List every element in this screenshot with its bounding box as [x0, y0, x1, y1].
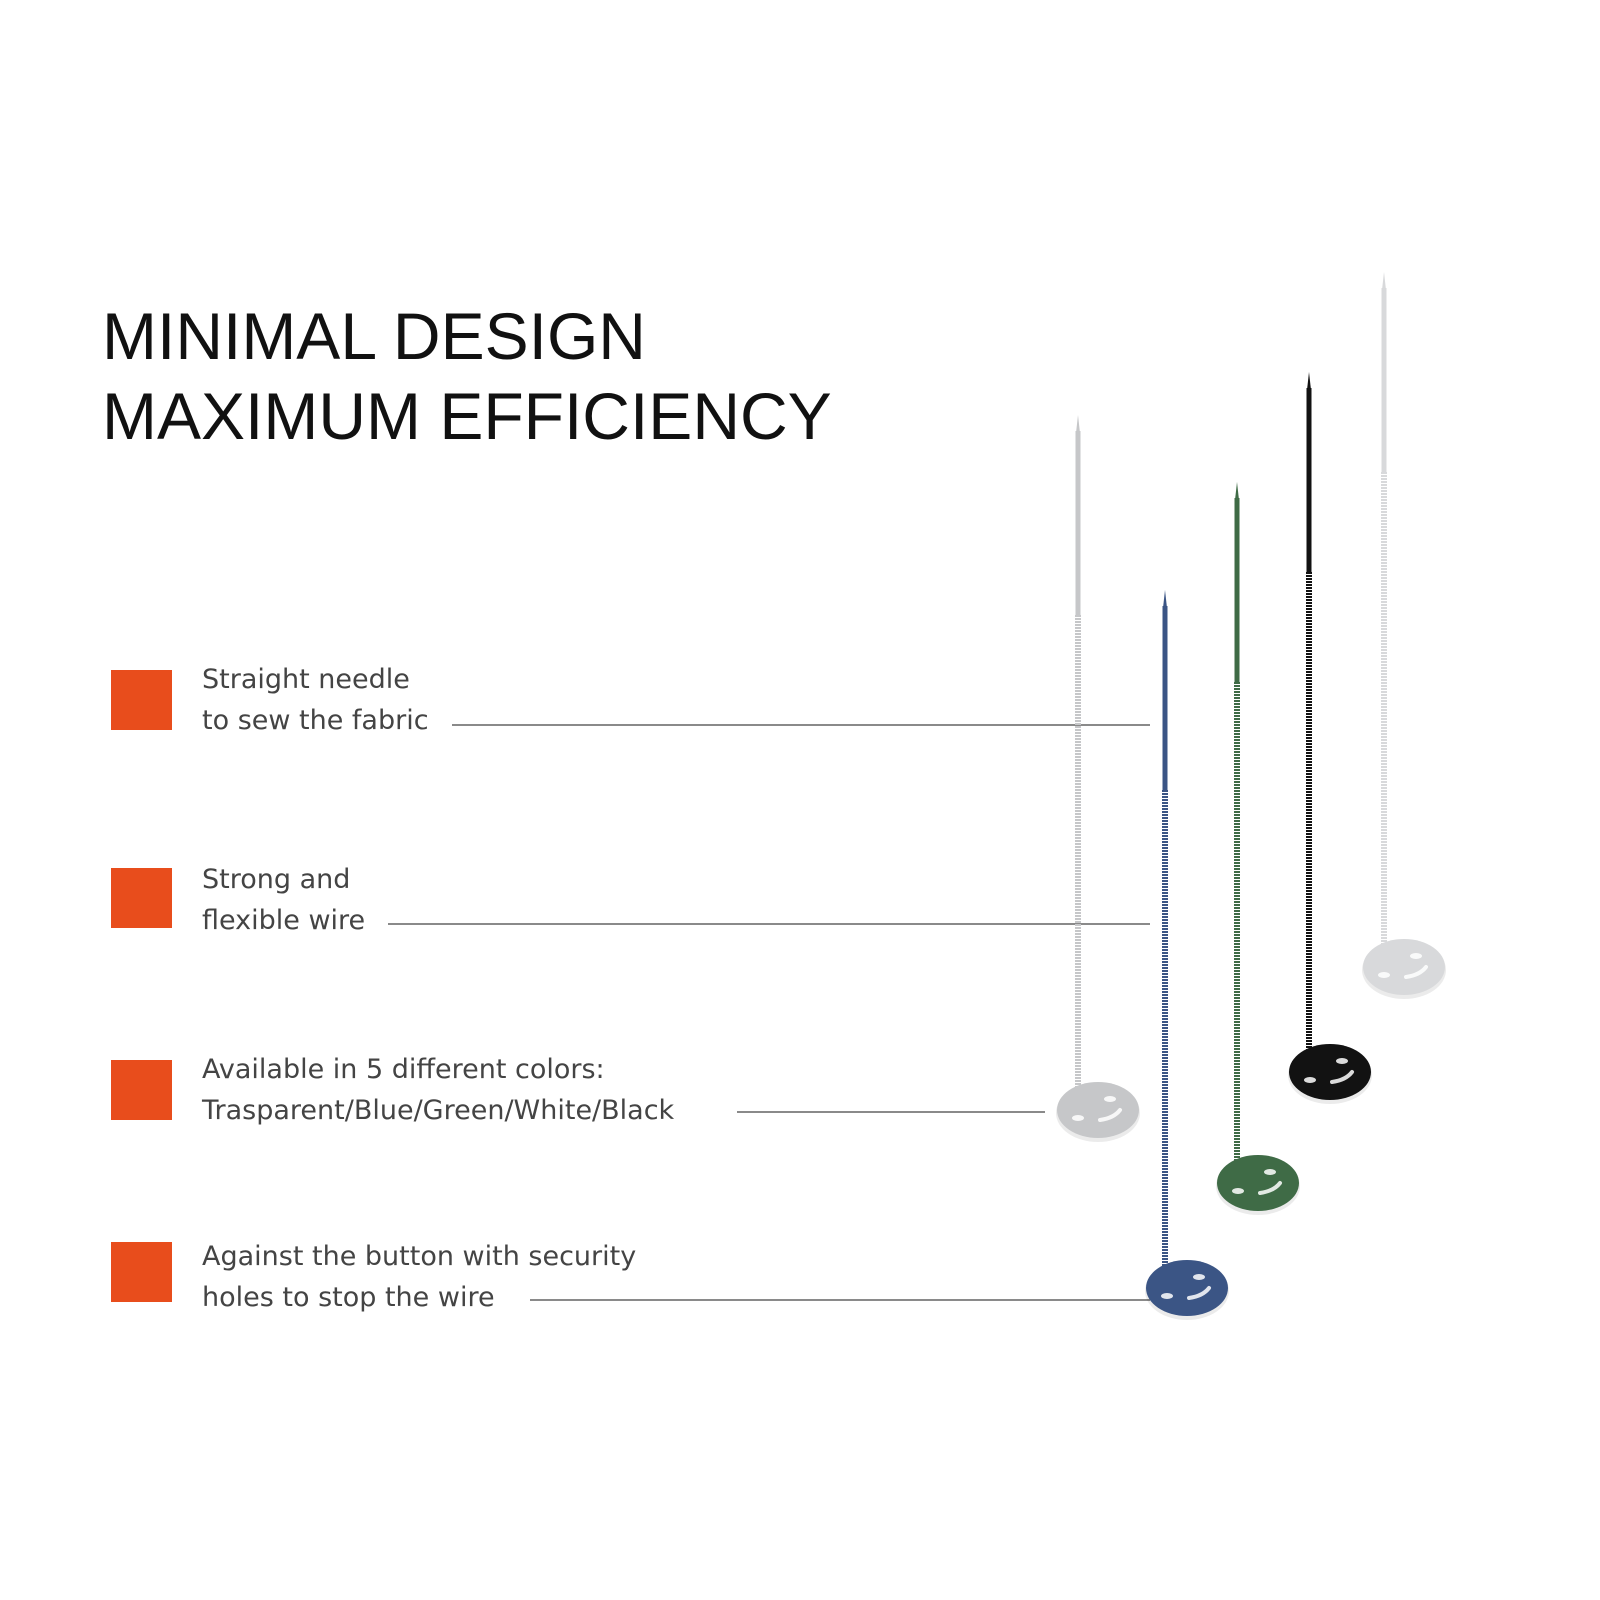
title-line-2: MAXIMUM EFFICIENCY [102, 379, 832, 453]
feature-needle: Straight needle to sew the fabric [202, 659, 429, 741]
feature-bullet-icon [111, 1060, 172, 1120]
button-slot [1404, 965, 1428, 979]
button-hole [1264, 1169, 1276, 1175]
button-disk [1217, 1155, 1299, 1211]
button-hole [1378, 972, 1390, 978]
button-disk [1289, 1044, 1371, 1100]
feature-text-line: flexible wire [202, 905, 366, 936]
button-hole [1072, 1115, 1084, 1121]
button-slot [1098, 1108, 1122, 1122]
pin-blue [1145, 590, 1229, 1320]
feature-text-line: Straight needle [202, 664, 410, 695]
pin-transparent [1056, 415, 1140, 1142]
needle-tip [1163, 590, 1167, 608]
button-slot [1187, 1286, 1211, 1300]
pin-black [1288, 372, 1372, 1104]
feature-text-line: Against the button with security [202, 1241, 637, 1272]
needle-tip [1307, 372, 1311, 390]
pin-white [1362, 272, 1446, 999]
feature-text-line: Trasparent/Blue/Green/White/Black [202, 1095, 675, 1126]
feature-button: Against the button with security holes t… [202, 1236, 636, 1318]
button-hole [1232, 1188, 1244, 1194]
button-disk [1057, 1082, 1139, 1138]
button-slot [1258, 1181, 1282, 1195]
button-hole [1304, 1077, 1316, 1083]
button-hole [1410, 953, 1422, 959]
feature-text-line: Strong and [202, 864, 351, 895]
button-hole [1193, 1274, 1205, 1280]
button-slot [1330, 1070, 1354, 1084]
feature-text-line: holes to stop the wire [202, 1282, 495, 1313]
button-hole [1336, 1058, 1348, 1064]
feature-colors: Available in 5 different colors: Traspar… [202, 1049, 674, 1131]
feature-text-line: Available in 5 different colors: [202, 1054, 605, 1085]
feature-wire: Strong and flexible wire [202, 859, 365, 941]
title-line-1: MINIMAL DESIGN [102, 299, 646, 373]
needle-tip [1076, 415, 1080, 433]
needle-tip [1382, 272, 1386, 290]
feature-bullet-icon [111, 670, 172, 730]
pin-green [1216, 482, 1300, 1215]
button-hole [1104, 1096, 1116, 1102]
button-disk [1146, 1260, 1228, 1316]
feature-bullet-icon [111, 1242, 172, 1302]
button-hole [1161, 1293, 1173, 1299]
button-disk [1363, 939, 1445, 995]
feature-text-line: to sew the fabric [202, 705, 429, 736]
page-title: MINIMAL DESIGN MAXIMUM EFFICIENCY [102, 296, 832, 456]
needle-tip [1235, 482, 1239, 500]
feature-bullet-icon [111, 868, 172, 928]
